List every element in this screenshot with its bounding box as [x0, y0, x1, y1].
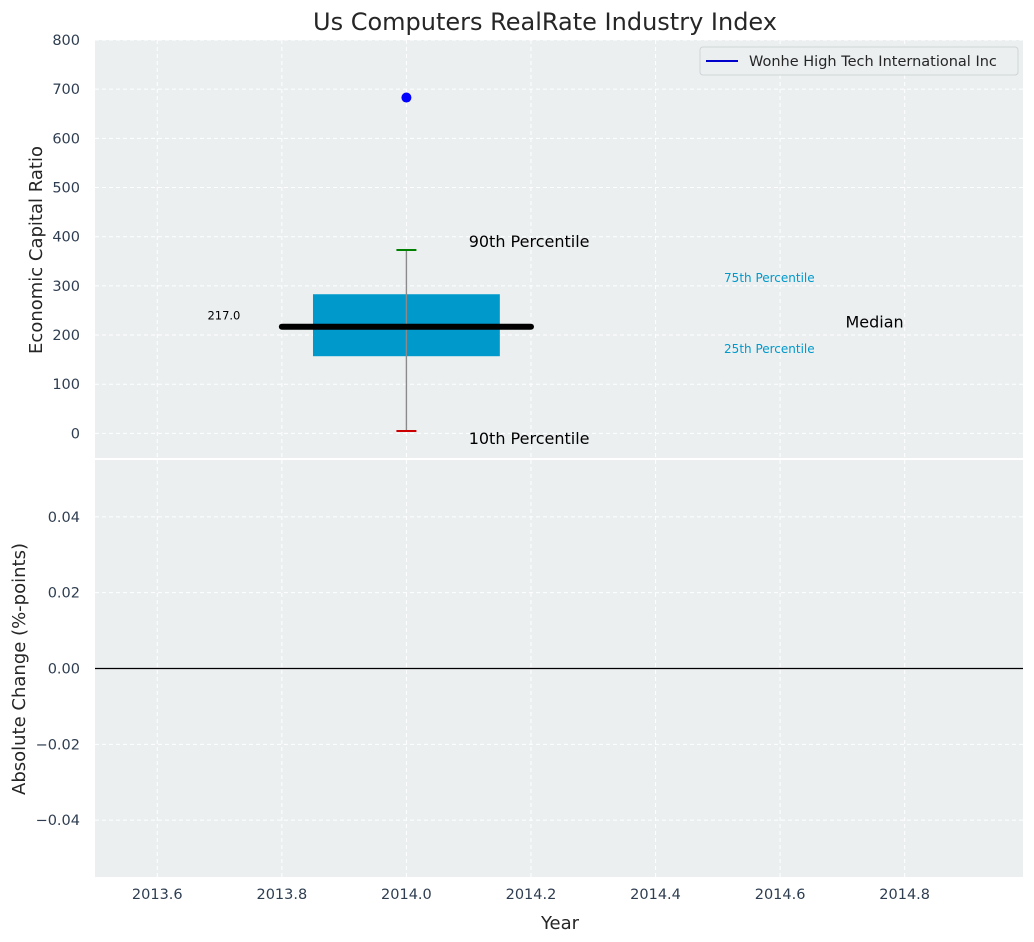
top-plot-area — [95, 40, 1023, 458]
bottom-y-ticks: 0.04 0.02 0.00 −0.02 −0.04 — [36, 510, 80, 829]
top-y-axis-label: Economic Capital Ratio — [26, 146, 47, 354]
x-ticks: 2013.6 2013.8 2014.0 2014.2 2014.4 2014.6 2014… — [132, 887, 930, 903]
x-tick-label: 2014.6 — [755, 887, 806, 903]
top-y-tick-label: 700 — [52, 82, 80, 98]
legend-box — [699, 46, 1019, 76]
top-grid — [95, 39, 1023, 458]
top-y-tick-label: 200 — [52, 328, 80, 344]
x-tick-label: 2013.8 — [256, 887, 307, 903]
top-y-tick-label: 600 — [52, 131, 80, 147]
bottom-y-tick-label: 0.00 — [48, 662, 80, 678]
top-marks: 217.0 90th Percentile 10th Percentile 75th … — [207, 92, 904, 448]
p10-annotation: 10th Percentile — [469, 429, 590, 448]
p90-annotation: 90th Percentile — [469, 232, 590, 251]
bottom-y-tick-label: −0.04 — [36, 813, 80, 829]
bottom-y-tick-label: 0.04 — [48, 510, 80, 526]
bottom-y-tick-label: −0.02 — [36, 737, 80, 753]
p75-annotation: 75th Percentile — [724, 271, 815, 285]
x-tick-label: 2014.8 — [879, 887, 930, 903]
top-y-tick-label: 800 — [52, 33, 80, 49]
data-point — [401, 92, 412, 103]
top-y-tick-label: 0 — [71, 426, 80, 442]
top-y-tick-label: 500 — [52, 181, 80, 197]
x-tick-label: 2013.6 — [132, 887, 183, 903]
x-tick-label: 2014.0 — [381, 887, 432, 903]
median-value-label: 217.0 — [207, 309, 240, 323]
median-annotation: Median — [845, 313, 903, 332]
legend-entry: Wonhe High Tech International Inc — [749, 54, 997, 70]
chart-title: Us Computers RealRate Industry Index — [313, 8, 777, 36]
bottom-y-axis-label: Absolute Change (%-points) — [9, 543, 30, 795]
x-tick-label: 2014.2 — [506, 887, 557, 903]
top-y-tick-label: 300 — [52, 279, 80, 295]
legend: Wonhe High Tech International Inc — [699, 46, 1019, 76]
top-y-ticks: 0 100 200 300 400 500 600 700 800 — [52, 33, 80, 442]
top-y-tick-label: 400 — [52, 230, 80, 246]
x-tick-label: 2014.4 — [630, 887, 681, 903]
top-y-tick-label: 100 — [52, 377, 80, 393]
x-axis-label: Year — [540, 913, 580, 934]
p25-annotation: 25th Percentile — [724, 342, 815, 356]
bottom-y-tick-label: 0.02 — [48, 586, 80, 602]
